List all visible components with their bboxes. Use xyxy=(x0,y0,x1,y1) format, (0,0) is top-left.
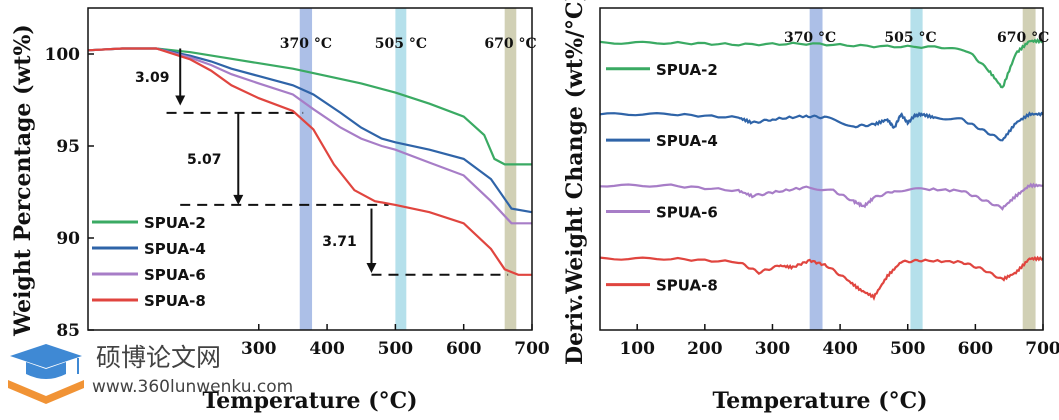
series-line-spua-2 xyxy=(87,47,532,166)
legend-label: SPUA-8 xyxy=(144,292,206,310)
band-505 xyxy=(395,8,407,330)
band-505 xyxy=(910,8,923,330)
band-label: 670 °C xyxy=(484,36,536,52)
legend: SPUA-2 SPUA-4 SPUA-6 SPUA-8 xyxy=(92,214,206,310)
plot-frame xyxy=(87,7,533,331)
weight-loss-value: 5.07 xyxy=(187,152,222,168)
band-label: 370 °C xyxy=(784,30,836,46)
band-label: 505 °C xyxy=(884,30,936,46)
series-line-spua-6 xyxy=(599,182,1044,211)
y-tick-label: 85 xyxy=(56,321,80,341)
arrow-head-icon xyxy=(175,95,186,106)
x-tick-label: 400 xyxy=(309,339,345,359)
legend: SPUA-2 SPUA-4 SPUA-6 SPUA-8 xyxy=(606,61,718,295)
legend-label: SPUA-4 xyxy=(144,240,206,258)
legend-label: SPUA-4 xyxy=(656,132,718,150)
weight-loss-value: 3.09 xyxy=(135,70,170,86)
series-line-spua-2 xyxy=(599,38,1044,89)
weight-loss-arrows xyxy=(175,48,377,273)
y-tick-label: 100 xyxy=(45,45,81,65)
plot-frame xyxy=(599,7,1044,331)
y-tick-label: 90 xyxy=(56,229,80,249)
weight-loss-values: 3.09 5.07 3.71 xyxy=(135,70,357,250)
arrow-head-icon xyxy=(366,262,377,273)
series-line-spua-6 xyxy=(87,47,532,225)
series-line-spua-8 xyxy=(599,255,1044,301)
axis-ticks: 300 400 500 600 700 85 90 95 100 xyxy=(45,45,550,359)
band-label: 670 °C xyxy=(997,30,1049,46)
dashed-level-lines xyxy=(166,111,509,276)
x-tick-label: 500 xyxy=(890,339,926,359)
legend-label: SPUA-6 xyxy=(144,266,206,284)
graduation-cap-logo-icon xyxy=(8,344,84,404)
series-line-spua-4 xyxy=(87,47,533,214)
band-670 xyxy=(1022,8,1036,330)
band-labels: 370 °C 505 °C 670 °C xyxy=(280,36,537,52)
watermark-url: www.360lunwenku.com xyxy=(92,377,293,397)
band-370 xyxy=(299,8,313,330)
legend-label: SPUA-8 xyxy=(656,277,718,295)
band-label: 505 °C xyxy=(375,36,427,52)
derivative-series-lines xyxy=(599,38,1044,301)
arrow-head-icon xyxy=(233,194,244,205)
temperature-bands xyxy=(299,8,517,330)
axis-ticks: 100 200 300 400 500 600 700 xyxy=(619,324,1059,359)
watermark-title: 硕博论文网 xyxy=(96,343,221,372)
series-line-spua-8 xyxy=(87,47,532,276)
x-tick-label: 100 xyxy=(619,339,655,359)
y-tick-label: 95 xyxy=(56,137,80,157)
watermark: 硕博论文网 www.360lunwenku.com xyxy=(8,343,293,404)
legend-label: SPUA-6 xyxy=(656,204,718,222)
x-tick-label: 700 xyxy=(1025,339,1059,359)
x-tick-label: 300 xyxy=(241,339,277,359)
y-axis-title: Weight Percentage (wt%) xyxy=(10,24,36,337)
band-370 xyxy=(809,8,823,330)
x-tick-label: 500 xyxy=(378,339,414,359)
temperature-bands xyxy=(809,8,1036,330)
x-tick-label: 400 xyxy=(822,339,858,359)
tga-weight-chart: 300 400 500 600 700 85 90 95 100 370 °C 505 °C 670… xyxy=(10,7,550,414)
x-tick-label: 200 xyxy=(687,339,723,359)
band-labels: 370 °C 505 °C 670 °C xyxy=(784,30,1049,46)
x-tick-label: 600 xyxy=(958,339,994,359)
weight-loss-value: 3.71 xyxy=(322,234,357,250)
dtg-derivative-chart: 100 200 300 400 500 600 700 370 °C 505 °C 670 °C… xyxy=(562,0,1059,414)
band-label: 370 °C xyxy=(280,36,332,52)
y-axis-title: Deriv.Weight Change (wt%/°C) xyxy=(562,0,588,365)
series-line-spua-4 xyxy=(599,111,1044,142)
x-tick-label: 600 xyxy=(446,339,482,359)
weight-series-lines xyxy=(87,47,533,276)
x-axis-title: Temperature (°C) xyxy=(202,388,417,414)
legend-label: SPUA-2 xyxy=(656,61,718,79)
band-670 xyxy=(504,8,517,330)
legend-label: SPUA-2 xyxy=(144,214,206,232)
x-tick-label: 300 xyxy=(755,339,791,359)
x-tick-label: 700 xyxy=(514,339,550,359)
x-axis-title: Temperature (°C) xyxy=(712,388,927,414)
